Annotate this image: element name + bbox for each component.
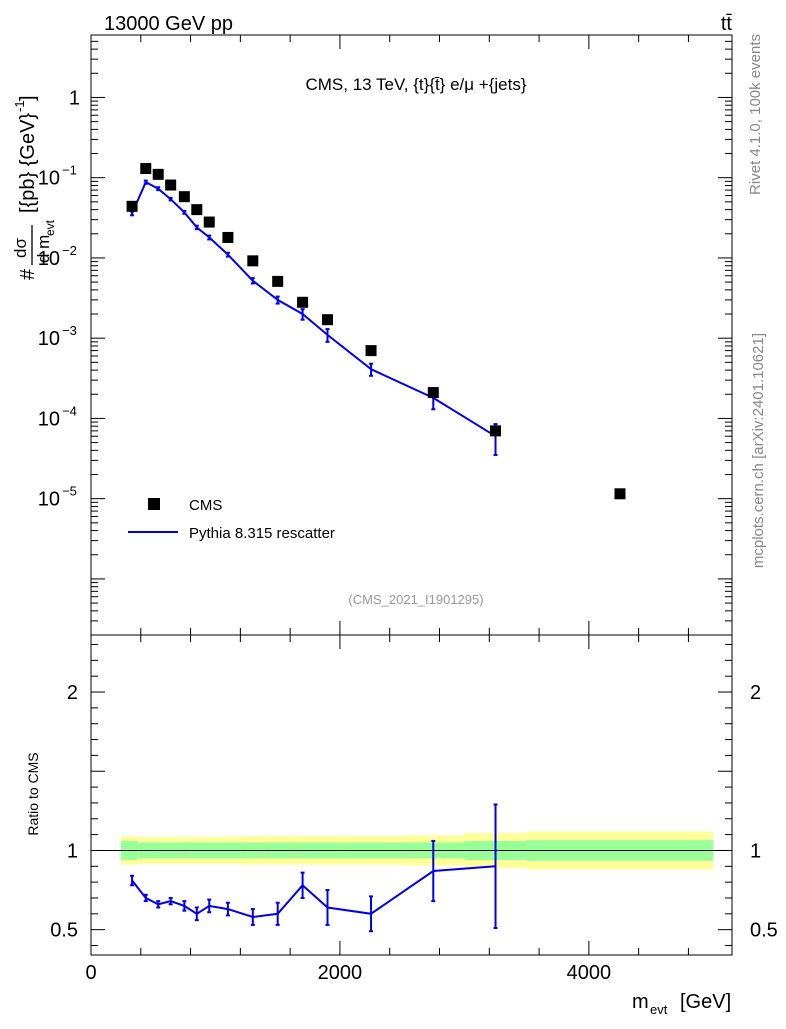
cms-data-point (191, 204, 203, 216)
main-y-tick-exponent: −5 (62, 484, 77, 499)
x-label-units: [GeV] (680, 991, 731, 1013)
rivet-version-label: Rivet 4.1.0, 100k events (747, 34, 764, 195)
ratio-axis-ticks (90, 635, 732, 955)
pythia-ratio-curve (131, 865, 496, 919)
y-label-hash: # (17, 268, 39, 280)
ratio-y-tick-label-left: 0.5 (50, 920, 78, 942)
ratio-y-tick-label-right: 1 (750, 840, 761, 862)
cms-data-point (272, 275, 284, 287)
ratio-y-tick-label-left: 1 (67, 840, 78, 862)
cms-data-point (222, 231, 234, 243)
main-series (126, 163, 626, 500)
ratio-y-tick-label-right: 2 (750, 682, 761, 704)
ratio-panel: 0.5 0.5 1 1 2 2 0 2000 4000 Ratio to CMS m evt … (25, 634, 778, 1017)
y-label-denominator-sub: evt (43, 219, 57, 236)
x-tick-label: 4000 (567, 962, 612, 984)
cms-data-point (614, 488, 626, 500)
plot-title: CMS, 13 TeV, {t}{t̄} e/μ +{jets} (305, 75, 526, 94)
main-y-tick-exponent: −1 (62, 163, 77, 178)
legend-cms-marker (148, 498, 160, 510)
main-axis-ticks (90, 34, 732, 636)
main-y-tick-base: 10 (38, 248, 60, 270)
ratio-panel-frame (90, 634, 733, 956)
cms-data-point (140, 163, 152, 175)
ratio-y-tick-labels: 0.5 0.5 1 1 2 2 (50, 682, 778, 942)
ratio-y-axis-label: Ratio to CMS (25, 752, 41, 835)
mcplots-site-label: mcplots.cern.ch [arXiv:2401.10621] (750, 333, 767, 568)
energy-label: 13000 GeV pp (104, 13, 233, 35)
legend: CMS Pythia 8.315 rescatter (128, 497, 335, 542)
cms-data-point (165, 179, 177, 191)
main-y-tick-label: 1 (69, 87, 80, 109)
x-tick-labels: 0 2000 4000 (85, 962, 611, 984)
ratio-series (130, 803, 498, 933)
y-label-units: [{pb} {GeV} (17, 113, 39, 213)
ratio-y-tick-label-right: 0.5 (750, 920, 778, 942)
main-y-tick-base: 10 (38, 408, 60, 430)
analysis-watermark: (CMS_2021_I1901295) (348, 592, 483, 607)
cms-data-point (427, 387, 439, 399)
main-panel-frame (90, 34, 733, 636)
main-y-tick-exponent: −4 (62, 403, 77, 418)
main-y-tick-base: 10 (38, 168, 60, 190)
main-y-tick-exponent: −2 (62, 243, 77, 258)
main-y-tick-label: 10 −3 (38, 323, 77, 350)
x-tick-label: 2000 (318, 962, 363, 984)
ratio-y-tick-label-left: 2 (67, 682, 78, 704)
x-axis-label: m evt [GeV] (632, 991, 731, 1017)
x-label-main: m (632, 991, 649, 1013)
main-y-tick-exponent: −3 (62, 323, 77, 338)
cms-data-point (490, 425, 502, 437)
process-label: tt̄ (721, 13, 733, 35)
main-y-tick-label: 10 −1 (38, 163, 77, 190)
main-y-tick-base: 10 (38, 328, 60, 350)
main-y-tick-label: 10 −5 (38, 484, 77, 511)
y-label-numerator: dσ (11, 238, 30, 258)
y-label-denominator: d m (34, 235, 53, 263)
cms-data-point (152, 168, 164, 180)
y-label-close: ] (17, 95, 39, 101)
cms-data-point (203, 216, 215, 228)
main-y-axis-label: # dσ d m evt [{pb} {GeV} -1 ] (11, 95, 57, 280)
main-y-tick-label: 10 −4 (38, 403, 77, 430)
legend-cms-label: CMS (189, 497, 222, 514)
main-y-tick-labels: 110−110−210−310−410−5 (38, 87, 80, 510)
y-label-exponent: -1 (12, 100, 27, 112)
pythia-curve (131, 180, 497, 438)
x-label-sub: evt (650, 1002, 668, 1017)
cms-data-point (126, 200, 138, 212)
cms-data-point (321, 314, 333, 326)
cms-data-point (247, 255, 259, 267)
x-tick-label: 0 (85, 962, 96, 984)
cms-data-point (365, 345, 377, 357)
cms-data-point (178, 191, 190, 203)
main-y-tick-base: 10 (38, 489, 60, 511)
main-panel: 110−110−210−310−410−5 CMS, 13 TeV, {t}{t… (11, 34, 733, 636)
legend-pythia-label: Pythia 8.315 rescatter (189, 525, 335, 542)
cms-data-point (297, 296, 309, 308)
main-y-tick-label: 10 −2 (38, 243, 77, 270)
